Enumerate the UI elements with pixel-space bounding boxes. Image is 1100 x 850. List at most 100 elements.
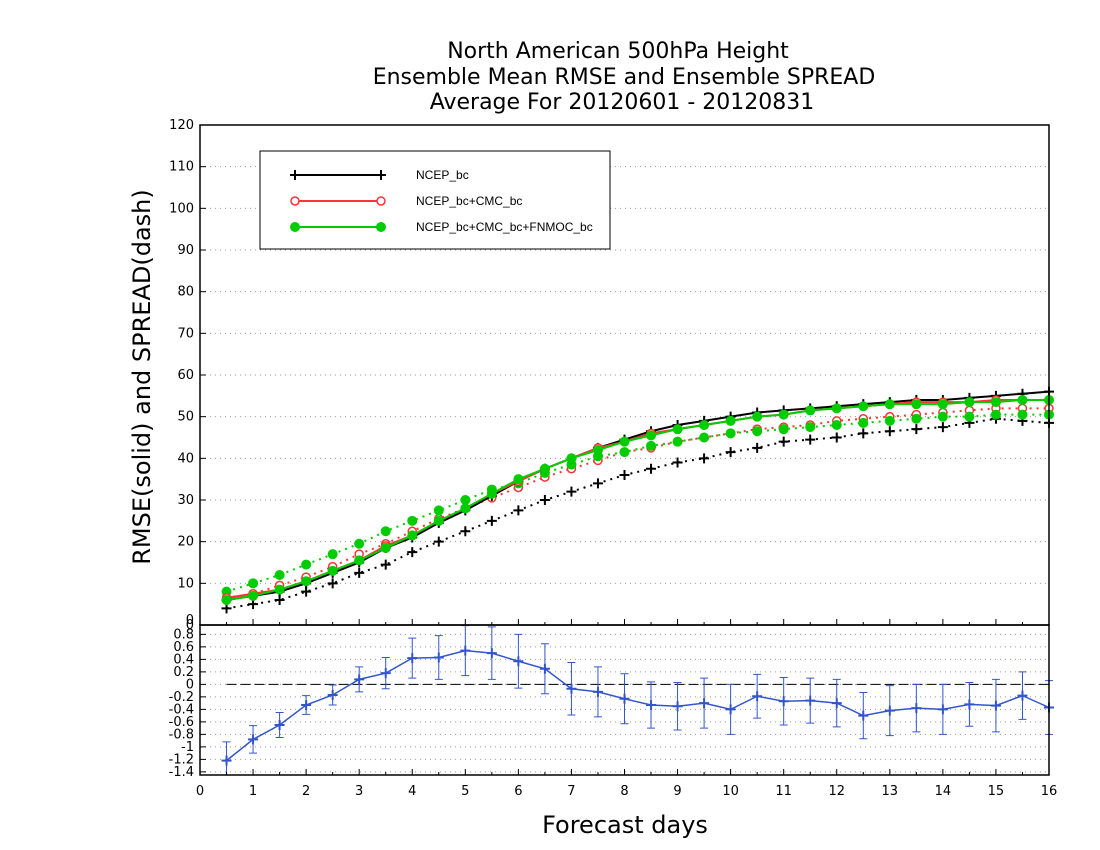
data-point bbox=[592, 686, 603, 697]
data-point bbox=[592, 478, 603, 489]
y-tick-label: 110 bbox=[169, 160, 194, 175]
data-point bbox=[884, 705, 895, 716]
data-point bbox=[380, 526, 391, 537]
data-point bbox=[778, 696, 789, 707]
title-line-3: Average For 20120601 - 20120831 bbox=[430, 90, 815, 115]
data-point bbox=[752, 442, 763, 453]
data-point bbox=[831, 698, 842, 709]
data-point bbox=[327, 565, 338, 576]
data-point bbox=[539, 495, 550, 505]
data-point bbox=[725, 704, 736, 715]
data-point bbox=[646, 440, 657, 451]
data-point bbox=[433, 652, 444, 663]
data-point bbox=[884, 415, 895, 426]
data-point bbox=[911, 399, 922, 410]
legend-marker bbox=[376, 222, 386, 232]
x-tick-label: 4 bbox=[408, 784, 416, 799]
data-point bbox=[460, 495, 471, 505]
series-rmse bbox=[221, 395, 1054, 603]
legend-entry: NCEP_bc+CMC_bc bbox=[290, 194, 522, 208]
y-tick-label: -1 bbox=[181, 740, 194, 755]
data-point bbox=[1017, 395, 1028, 405]
data-point bbox=[460, 526, 471, 537]
data-point bbox=[619, 693, 630, 704]
legend-entry: NCEP_bc bbox=[290, 168, 469, 182]
data-point bbox=[725, 447, 736, 458]
data-point bbox=[539, 463, 550, 474]
data-point bbox=[990, 397, 1001, 408]
data-point bbox=[539, 663, 550, 674]
x-tick-label: 1 bbox=[249, 784, 257, 799]
data-point bbox=[672, 436, 683, 447]
legend-label: NCEP_bc bbox=[416, 168, 469, 182]
x-tick-label: 8 bbox=[620, 784, 628, 799]
data-point bbox=[592, 445, 603, 455]
series-spread bbox=[221, 413, 1054, 614]
data-point bbox=[433, 515, 444, 526]
data-point bbox=[248, 590, 259, 601]
data-point bbox=[778, 424, 789, 435]
top-panel-series bbox=[221, 386, 1054, 614]
legend-marker bbox=[376, 170, 386, 180]
data-point bbox=[248, 734, 259, 745]
data-point bbox=[752, 426, 763, 437]
y-tick-label: 0.2 bbox=[173, 665, 194, 680]
data-point bbox=[884, 426, 895, 437]
data-point bbox=[327, 549, 338, 560]
data-point bbox=[274, 570, 285, 580]
data-point bbox=[327, 690, 338, 700]
y-tick-label: 0 bbox=[186, 618, 194, 633]
x-tick-label: 0 bbox=[196, 784, 204, 799]
data-point bbox=[805, 422, 816, 433]
data-point bbox=[407, 547, 418, 558]
bottom-panel-frame bbox=[199, 624, 1050, 776]
data-point bbox=[858, 401, 869, 412]
x-tick-label: 6 bbox=[514, 784, 522, 799]
x-axis-label: Forecast days bbox=[542, 811, 708, 839]
data-point bbox=[911, 413, 922, 424]
y-tick-label: 120 bbox=[169, 118, 194, 133]
y-tick-label: 0 bbox=[186, 613, 194, 628]
data-point bbox=[460, 645, 471, 656]
data-point bbox=[778, 409, 789, 420]
legend-marker bbox=[376, 196, 386, 206]
data-point bbox=[248, 578, 259, 589]
data-point bbox=[619, 470, 630, 480]
data-point bbox=[619, 436, 630, 447]
bottom-panel-series bbox=[221, 625, 1054, 775]
data-point bbox=[911, 424, 922, 435]
data-point bbox=[619, 447, 630, 458]
y-axis-label: RMSE(solid) and SPREAD(dash) bbox=[128, 189, 156, 565]
x-tick-label: 5 bbox=[461, 784, 469, 799]
series-line bbox=[226, 390, 1050, 601]
data-point bbox=[301, 576, 312, 587]
data-point bbox=[725, 415, 736, 426]
data-point bbox=[911, 703, 922, 714]
series-spread bbox=[221, 409, 1054, 597]
axes-ticks: 0102030405060708090100110120-1.4-1.2-1-0… bbox=[169, 118, 1058, 799]
y-tick-label: 0 bbox=[186, 677, 194, 692]
title-line-2: Ensemble Mean RMSE and Ensemble SPREAD bbox=[373, 65, 876, 90]
data-point bbox=[964, 699, 975, 710]
data-point bbox=[778, 436, 789, 447]
series-line bbox=[226, 649, 1050, 762]
data-point bbox=[354, 567, 365, 578]
data-point bbox=[884, 399, 895, 410]
y-tick-label: 100 bbox=[169, 201, 194, 216]
legend-marker bbox=[290, 170, 300, 180]
data-point bbox=[831, 403, 842, 414]
data-point bbox=[672, 701, 683, 712]
data-point bbox=[513, 505, 524, 516]
y-tick-label: -0.4 bbox=[169, 702, 194, 717]
legend-label: NCEP_bc+CMC_bc+FNMOC_bc bbox=[416, 220, 593, 234]
y-tick-label: 40 bbox=[177, 451, 194, 466]
legend: NCEP_bc NCEP_bc+CMC_bc NCEP_bc+CMC_bc+FNMO… bbox=[259, 150, 611, 250]
data-point bbox=[354, 674, 365, 685]
data-point bbox=[699, 453, 710, 464]
data-point bbox=[752, 691, 763, 702]
data-point bbox=[301, 700, 312, 710]
legend-entry: NCEP_bc+CMC_bc+FNMOC_bc bbox=[290, 220, 593, 234]
data-point bbox=[354, 538, 365, 549]
series-rmse bbox=[221, 386, 1054, 605]
data-point bbox=[460, 503, 471, 514]
